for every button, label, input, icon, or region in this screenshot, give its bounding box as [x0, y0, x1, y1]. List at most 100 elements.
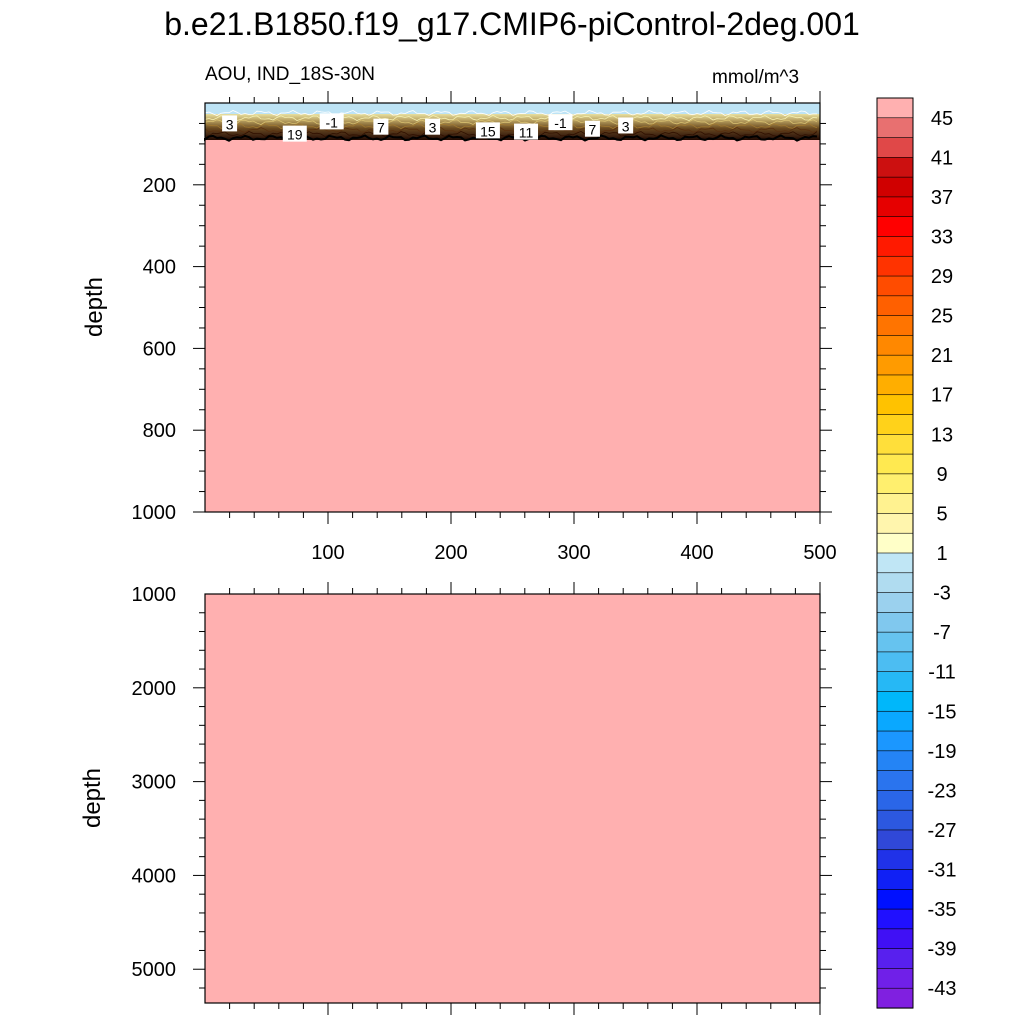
colorbar-swatch [876, 770, 914, 791]
contour-label-box [475, 122, 500, 139]
colorbar-label: 5 [936, 503, 947, 525]
colorbar-label: -3 [933, 583, 951, 605]
colorbar-label: 9 [936, 464, 947, 486]
units-label: mmol/m^3 [712, 67, 800, 88]
colorbar-swatch [876, 829, 914, 851]
colorbar-label: 21 [931, 345, 953, 367]
colorbar-label: -7 [933, 622, 951, 644]
colorbar-swatch [876, 315, 914, 336]
colorbar-label: -35 [928, 899, 957, 921]
colorbar-swatch [876, 572, 914, 594]
y-tick-label: 4000 [132, 865, 177, 887]
colorbar-label: 17 [931, 385, 953, 407]
colorbar-swatch [876, 374, 914, 396]
colorbar-label: 1 [936, 543, 947, 565]
colorbar-swatch [876, 513, 914, 534]
colorbar-swatch [876, 176, 914, 198]
x-tick-label: 200 [434, 542, 467, 564]
colorbar-swatch [876, 117, 914, 139]
lower-axis-ticks: 1000 2000 3000 4000 5000 [132, 582, 832, 1015]
colorbar-swatch [876, 335, 914, 356]
y-tick-label: 400 [143, 257, 176, 279]
colorbar-swatch [876, 394, 914, 416]
lower-panel-background [205, 594, 820, 1003]
colorbar-label: -15 [928, 701, 957, 723]
contour-label: 3 [622, 118, 630, 134]
colorbar-label: 33 [931, 227, 953, 249]
x-tick-label: 300 [557, 542, 590, 564]
colorbar-swatch [876, 216, 914, 238]
contour-label: 15 [480, 123, 496, 139]
upper-axis-ticks: 200 400 600 800 1000 100 200 300 400 500 [132, 91, 837, 564]
colorbar-swatch [876, 592, 914, 613]
upper-panel: 3 19 -1 7 3 15 11 -1 7 3 200 400 600 800 1000 100 200 30… [81, 91, 837, 564]
contour-label: -1 [325, 114, 338, 130]
y-tick-label: 200 [143, 175, 176, 197]
contour-label: 7 [589, 122, 597, 138]
contour-label: 19 [287, 127, 303, 143]
y-tick-label: 3000 [132, 772, 177, 794]
y-tick-label: 1000 [132, 502, 177, 524]
colorbar-swatch [876, 532, 914, 554]
colorbar-frame [876, 97, 914, 1009]
colorbar-label: 29 [931, 266, 953, 288]
colorbar-label: -31 [928, 860, 957, 882]
colorbar-swatch [876, 612, 914, 633]
colorbar-swatch [876, 493, 914, 515]
colorbar-swatch [876, 196, 914, 218]
colorbar-label: -39 [928, 939, 957, 961]
contour-line [204, 109, 817, 117]
y-tick-label: 800 [143, 420, 176, 442]
contour-label-box [222, 115, 238, 132]
contour-lines [204, 109, 818, 142]
contour-label-box [319, 113, 344, 130]
colorbar-swatch [876, 157, 914, 178]
colorbar-label: 13 [931, 424, 953, 446]
colorbar-label: 45 [931, 108, 953, 130]
colorbar-swatch [876, 671, 914, 693]
contour-label-box [548, 114, 573, 131]
colorbar-swatch [876, 414, 914, 435]
colorbar-label: -11 [928, 662, 955, 684]
colorbar-label: -43 [928, 978, 957, 1000]
colorbar-label: 37 [931, 187, 953, 209]
upper-y-axis-label: depth [81, 277, 108, 337]
lower-panel-frame [204, 593, 821, 1004]
colorbar-swatch [876, 869, 914, 890]
colorbar-swatch [876, 730, 914, 752]
colorbar-swatch [876, 849, 914, 871]
contour-label: 11 [519, 125, 534, 141]
chart-title: b.e21.B1850.f19_g17.CMIP6-piControl-2deg… [164, 6, 860, 42]
colorbar: 45 41 37 33 29 25 21 17 13 9 5 1 -3 -7 -11 -15 -19 -23 -27… [876, 97, 957, 1009]
colorbar-label: -23 [928, 780, 957, 802]
upper-panel-background [205, 103, 820, 512]
colorbar-swatch [876, 255, 914, 277]
colorbar-swatch [876, 433, 914, 455]
contour-label: 3 [226, 116, 234, 132]
colorbar-swatch [876, 651, 914, 673]
colorbar-label: -19 [928, 741, 957, 763]
colorbar-label: 41 [931, 147, 953, 169]
colorbar-swatch [876, 809, 914, 831]
colorbar-label: -27 [928, 820, 957, 842]
x-tick-label: 400 [680, 542, 713, 564]
colorbar-swatch [876, 631, 914, 653]
colorbar-swatch [876, 473, 914, 495]
contour-line [204, 114, 818, 122]
colorbar-swatch [876, 968, 914, 989]
colorbar-label: 25 [931, 306, 953, 328]
colorbar-swatch [876, 236, 914, 257]
colorbar-swatch [876, 295, 914, 317]
contour-label-box [373, 118, 389, 135]
y-tick-label: 5000 [132, 959, 177, 981]
variable-label: AOU, IND_18S-30N [205, 64, 376, 85]
colorbar-swatch [876, 354, 914, 376]
contour-labels: 3 19 -1 7 3 15 11 -1 7 3 [222, 113, 634, 143]
lower-panel: 1000 2000 3000 4000 5000 depth [79, 582, 832, 1015]
contour-label-box [618, 117, 634, 134]
colorbar-swatch [876, 137, 914, 158]
colorbar-swatch [876, 790, 914, 811]
y-tick-label: 2000 [132, 678, 177, 700]
y-tick-label: 600 [143, 338, 176, 360]
colorbar-swatch [876, 691, 914, 712]
